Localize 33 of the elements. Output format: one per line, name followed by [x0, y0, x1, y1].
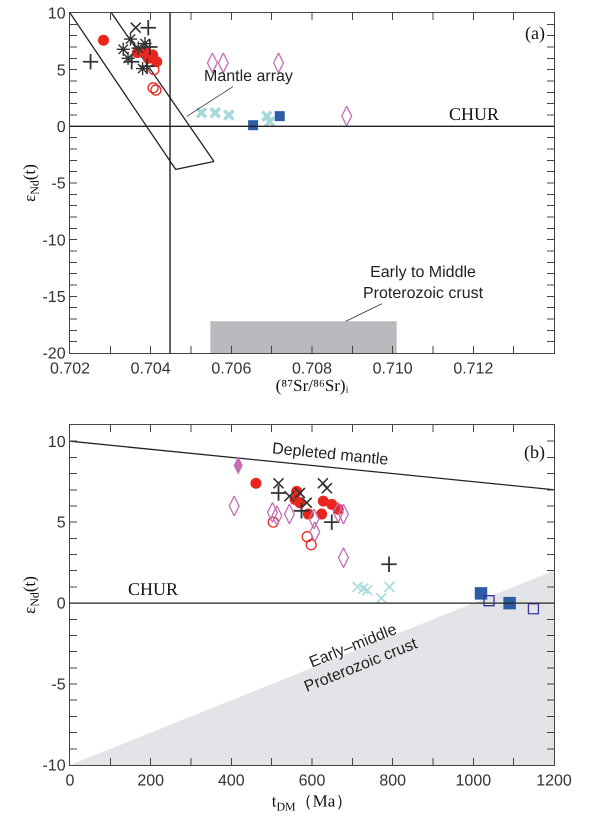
x-tick-label: 1200	[536, 772, 572, 790]
x-tick-label: 1000	[456, 772, 492, 790]
y-tick-label: -5	[51, 176, 66, 193]
x-tick-label: 400	[218, 772, 245, 790]
y-tick-label: -15	[42, 288, 66, 306]
y-tick-label: 10	[48, 6, 66, 23]
x-tick-label: 600	[298, 772, 326, 790]
y-tick-label: 10	[48, 434, 66, 451]
ref-line-label: CHUR	[128, 579, 178, 599]
ref-line-label: CHUR	[449, 104, 500, 124]
x-tick-label: 800	[379, 772, 406, 790]
y-tick-label: -5	[51, 676, 66, 694]
annotation: (a)	[525, 23, 545, 43]
annotation: Mantle array	[204, 68, 293, 85]
x-tick-label: 0.704	[130, 360, 171, 378]
y-tick-label: 0	[56, 118, 66, 136]
x-tick-label: 0.710	[372, 360, 413, 378]
x-tick-label: 200	[137, 772, 164, 790]
y-tick-label: 5	[56, 62, 66, 80]
annotation: (b)	[524, 442, 545, 462]
y-tick-label: -20	[42, 346, 66, 363]
x-tick-label: 0.712	[453, 360, 494, 378]
x-tick-label: 0.706	[211, 360, 252, 378]
x-axis-title: t$_{DM}$（Ma）	[272, 792, 352, 814]
y-tick-label: 0	[56, 596, 66, 613]
y-tick-label: -10	[42, 758, 66, 775]
annotation: Early to Middle Proterozoic crust	[363, 264, 484, 302]
x-tick-label: 0.708	[292, 360, 332, 378]
annotation: Depleted mantle	[271, 440, 390, 469]
y-tick-label: 5	[56, 514, 66, 532]
x-tick-label: 0.702	[50, 360, 90, 378]
y-tick-label: -10	[42, 232, 66, 250]
x-axis-title: (⁸⁷Sr/⁸⁶Sr)ᵢ	[276, 376, 349, 395]
